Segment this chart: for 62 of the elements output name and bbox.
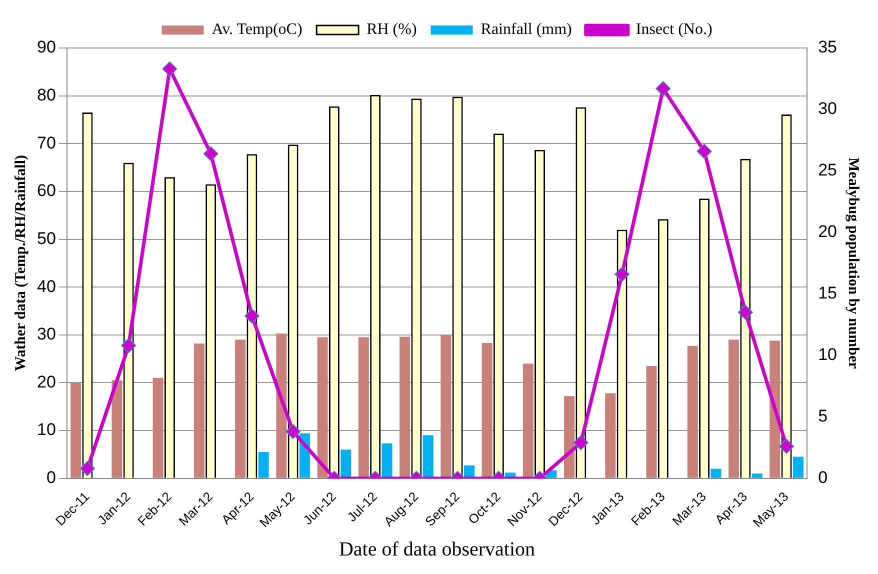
bar: [276, 333, 287, 478]
bar: [522, 364, 534, 478]
bar: [646, 366, 657, 478]
point: [121, 338, 136, 354]
bar: [340, 450, 352, 478]
y2-tick-label: 10: [818, 345, 838, 364]
y-tick-label: 20: [36, 372, 56, 392]
y-tick-label: 50: [36, 228, 56, 248]
bar: [792, 456, 804, 478]
bar: [358, 337, 369, 478]
y-tick-label: 30: [36, 324, 56, 344]
point: [286, 424, 301, 440]
y2-tick-label: 25: [818, 160, 838, 180]
point: [80, 460, 95, 476]
point: [696, 144, 712, 159]
y-tick-label: 80: [36, 86, 56, 104]
y2-tick-label: 5: [818, 406, 828, 426]
point: [738, 304, 753, 320]
bar: [152, 378, 164, 478]
legend-label: Insect (No.): [636, 21, 712, 38]
legend-label: Av. Temp(oC): [212, 21, 302, 38]
point: [614, 266, 630, 282]
legend-label: Rainfall (mm): [480, 21, 572, 38]
bar: [728, 340, 739, 478]
y-tick-label: 40: [36, 276, 56, 296]
bar: [687, 346, 698, 478]
x-axis-title: Date of data observation: [338, 538, 536, 560]
y-axis-title: Wather data (Temp./RH/Rainfall): [12, 155, 29, 372]
bar: [112, 380, 122, 478]
bar: [564, 396, 575, 478]
y2-tick-label: 30: [818, 99, 838, 118]
y2-tick-label: 15: [818, 284, 838, 303]
y2-tick-label: 20: [818, 222, 838, 242]
point: [779, 438, 794, 454]
y2-tick-label: 35: [818, 38, 838, 57]
y2-tick-label: 0: [818, 468, 828, 488]
bar: [382, 443, 392, 478]
bar: [194, 343, 204, 478]
bar: [317, 337, 328, 478]
y2-axis-title: Mealybug population by number: [845, 158, 862, 370]
bar: [70, 382, 82, 478]
bar: [482, 343, 492, 478]
y-tick-label: 70: [36, 133, 56, 152]
y-tick-label: 90: [36, 38, 56, 57]
legend-label: RH (%): [366, 21, 417, 38]
bar: [605, 393, 616, 478]
bar: [422, 435, 434, 478]
y-tick-label: 0: [46, 468, 56, 488]
bar: [440, 334, 452, 478]
y-tick-label: 60: [36, 181, 56, 200]
bar: [400, 336, 410, 478]
point: [203, 146, 218, 162]
bar: [710, 468, 722, 478]
bar: [258, 452, 269, 478]
point: [573, 435, 588, 450]
point: [162, 61, 178, 76]
bar: [235, 340, 246, 478]
y-tick-label: 10: [36, 420, 56, 440]
bar: [752, 474, 762, 478]
point: [656, 81, 671, 96]
bar: [770, 340, 780, 478]
point: [244, 308, 260, 324]
